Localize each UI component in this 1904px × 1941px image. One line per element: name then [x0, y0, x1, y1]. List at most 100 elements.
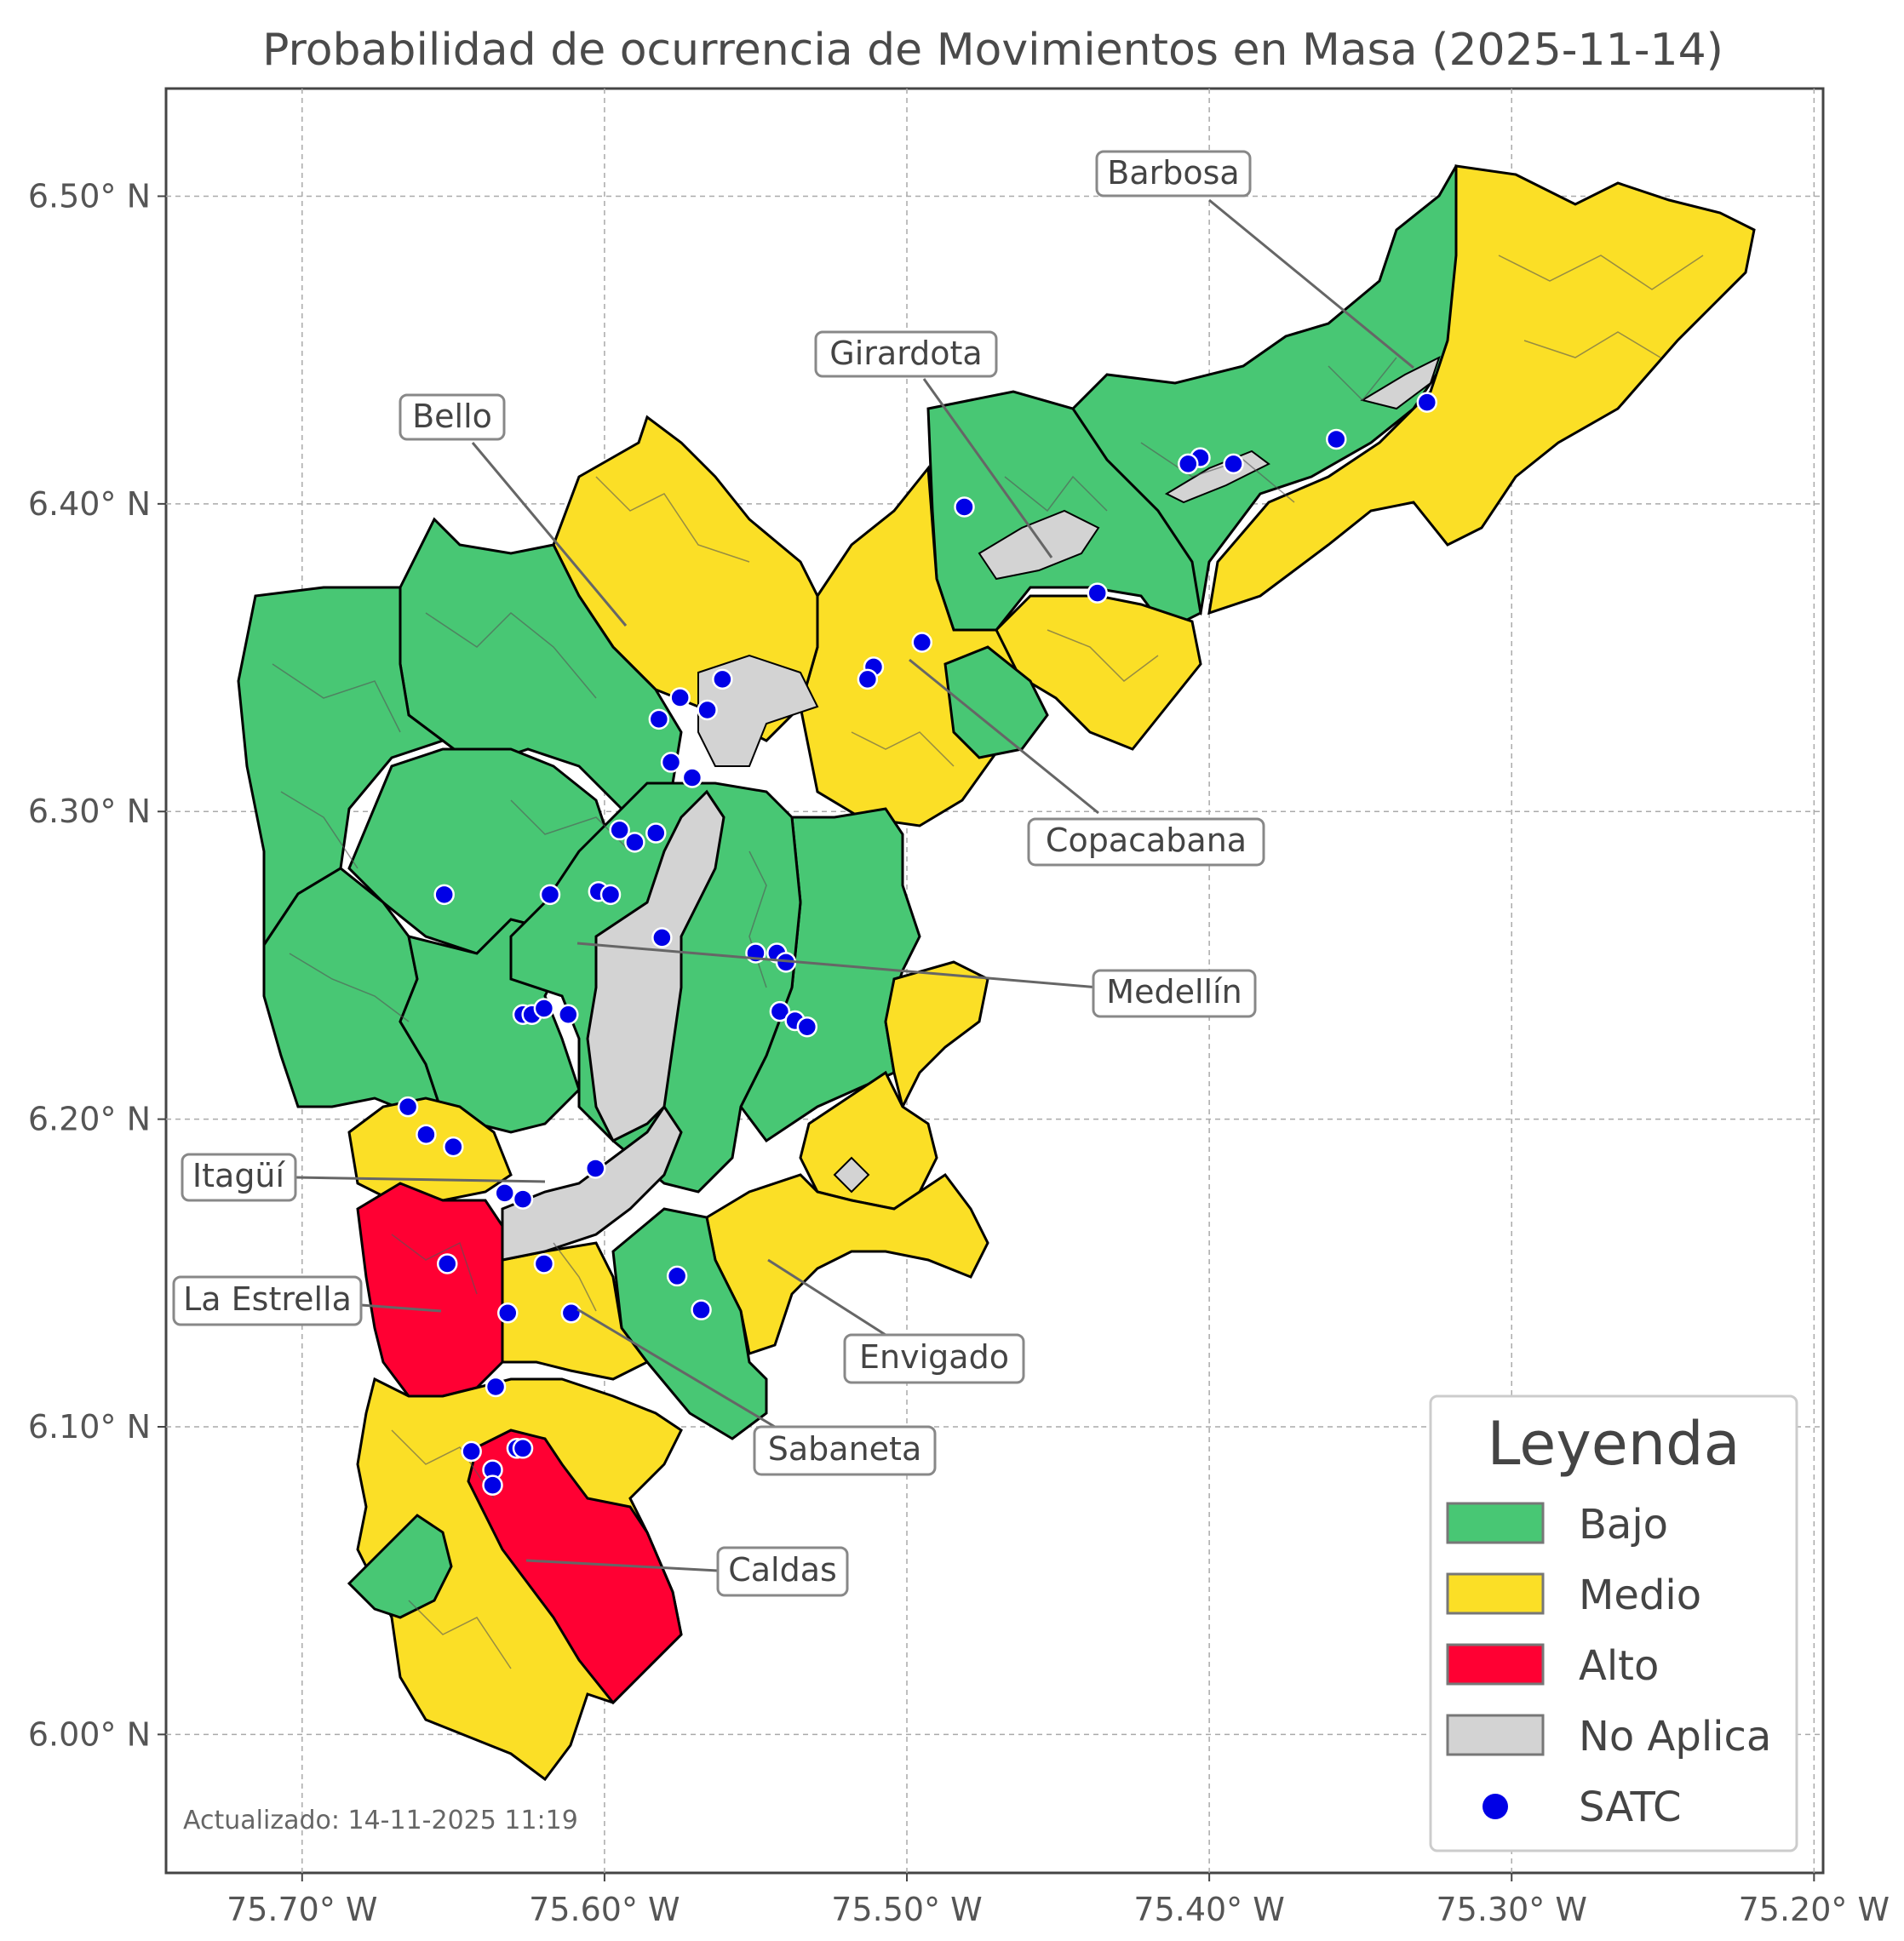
callout-bello: Bello: [399, 393, 628, 627]
x-tick-label: 75.30° W: [1437, 1891, 1587, 1928]
satc-station-point: [1416, 392, 1438, 413]
satc-station-point: [1326, 428, 1347, 450]
satc-station-point: [954, 496, 975, 518]
legend-title: Leyenda: [1487, 1409, 1740, 1479]
x-axis-ticks: 75.70° W 75.60° W 75.50° W 75.40° W 75.30° W…: [227, 1873, 1890, 1928]
legend-items: Bajo Medio Alto No Aplica SATC: [1446, 1501, 1771, 1831]
satc-station-point: [560, 1303, 582, 1324]
satc-station-point: [599, 884, 622, 906]
satc-station-point: [712, 668, 733, 690]
callout-copacabana: Copacabana: [909, 658, 1265, 867]
satc-station-point: [681, 767, 703, 788]
y-tick-label: 6.50° N: [28, 177, 151, 215]
x-tick-label: 75.60° W: [529, 1891, 680, 1928]
updated-timestamp: Actualizado: 14-11-2025 11:19: [183, 1806, 578, 1835]
satc-station-point: [437, 1253, 458, 1274]
legend-marker: [1482, 1794, 1508, 1819]
legend-label: Bajo: [1579, 1501, 1668, 1549]
callout-arrow-medellin: [576, 942, 1099, 989]
satc-station-point: [691, 1299, 712, 1320]
legend-label: SATC: [1579, 1784, 1682, 1831]
satc-station-point: [648, 708, 670, 730]
callout-itagui: Itagüí: [181, 1153, 546, 1202]
satc-station-point: [482, 1474, 503, 1496]
callout-label-caldas: Caldas: [728, 1551, 837, 1589]
satc-station-point: [512, 1188, 534, 1210]
satc-station-point: [494, 1182, 515, 1204]
legend-label: Alto: [1579, 1642, 1659, 1690]
y-tick-label: 6.30° N: [28, 793, 151, 830]
satc-station-point: [443, 1136, 464, 1158]
satc-station-point: [624, 832, 645, 853]
satc-station-point: [585, 1158, 606, 1179]
satc-station-point: [1178, 453, 1199, 475]
region-medio: [884, 960, 989, 1111]
legend-swatch: [1446, 1714, 1545, 1756]
satc-station-point: [485, 1376, 507, 1398]
satc-station-point: [558, 1004, 579, 1026]
satc-station-point: [857, 668, 879, 690]
legend: Leyenda Bajo Medio Alto No Aplica SATC: [1429, 1394, 1798, 1852]
callout-sabaneta: Sabaneta: [576, 1308, 937, 1476]
region-alto: [467, 1429, 683, 1705]
satc-station-point: [666, 1265, 688, 1287]
callout-arrow-copacabana: [909, 658, 1099, 815]
region-bajo: [347, 1514, 453, 1619]
region-bajo: [237, 586, 446, 949]
satc-station-point: [497, 1303, 519, 1324]
callout-label-medellin: Medellín: [1106, 973, 1242, 1011]
callout-label-bello: Bello: [412, 398, 492, 435]
y-tick-label: 6.40° N: [28, 485, 151, 523]
satc-station-point: [539, 884, 561, 906]
x-tick-label: 75.50° W: [831, 1891, 982, 1928]
region-medio: [1207, 164, 1756, 616]
satc-station-point: [416, 1124, 437, 1145]
callout-label-girardota: Girardota: [829, 335, 982, 372]
satc-station-point: [533, 998, 555, 1019]
region-no-aplica: [1360, 356, 1441, 410]
satc-stations: [397, 392, 1438, 1496]
region-medio: [705, 1172, 989, 1355]
satc-station-point: [512, 1438, 534, 1459]
callout-arrow-girardota: [922, 378, 1053, 558]
satc-station-point: [533, 1253, 555, 1274]
satc-station-point: [769, 1000, 791, 1022]
satc-station-point: [697, 699, 718, 721]
callout-arrow-barbosa: [1208, 198, 1414, 369]
risk-regions: [237, 164, 1756, 1782]
satc-station-point: [660, 752, 682, 773]
x-tick-label: 75.70° W: [227, 1891, 377, 1928]
legend-swatch: [1446, 1502, 1545, 1544]
satc-station-point: [609, 819, 630, 841]
legend-swatch: [1446, 1643, 1545, 1686]
region-no-aplica: [833, 1156, 870, 1194]
callout-arrow-la-estrella: [360, 1303, 442, 1313]
x-tick-label: 75.40° W: [1133, 1891, 1284, 1928]
y-tick-label: 6.20° N: [28, 1101, 151, 1138]
callout-la-estrella: La Estrella: [172, 1275, 442, 1326]
callout-arrow-envigado: [767, 1258, 886, 1337]
municipality-callouts: Barbosa Girardota Bello Copacabana Medel…: [172, 150, 1414, 1597]
satc-station-point: [911, 632, 933, 653]
satc-station-point: [433, 884, 455, 906]
callout-label-la-estrella: La Estrella: [183, 1280, 352, 1318]
callout-caldas: Caldas: [525, 1546, 849, 1597]
region-medio: [995, 594, 1202, 751]
callout-arrow-bello: [471, 442, 628, 627]
map-title: Probabilidad de ocurrencia de Movimiento…: [262, 25, 1723, 76]
region-no-aplica: [501, 1104, 683, 1262]
callout-arrow-caldas: [525, 1559, 719, 1572]
legend-label: Medio: [1579, 1572, 1701, 1619]
region-bajo: [943, 645, 1049, 759]
callout-medellin: Medellín: [576, 942, 1257, 1018]
callout-arrow-sabaneta: [576, 1308, 776, 1429]
satc-station-point: [1223, 453, 1244, 475]
callout-label-envigado: Envigado: [859, 1338, 1009, 1376]
callout-label-itagui: Itagüí: [192, 1157, 286, 1194]
callout-girardota: Girardota: [814, 330, 1053, 558]
satc-station-point: [461, 1440, 482, 1463]
callout-arrow-itagui: [295, 1176, 546, 1183]
callout-label-barbosa: Barbosa: [1107, 154, 1239, 192]
y-tick-label: 6.00° N: [28, 1715, 151, 1753]
